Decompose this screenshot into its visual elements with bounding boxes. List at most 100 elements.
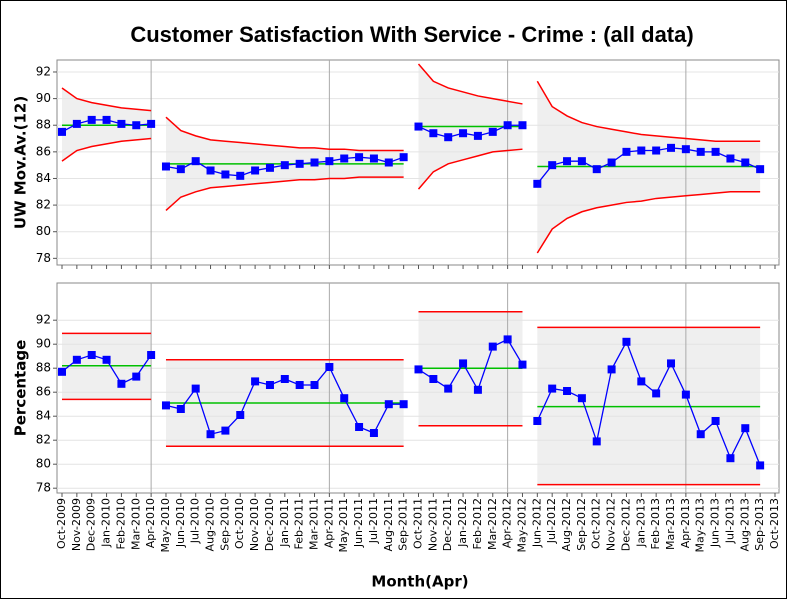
x-tick-label: Oct-2011	[411, 498, 424, 549]
x-tick-label: Jul-2013	[723, 498, 736, 544]
data-point	[87, 115, 96, 124]
x-tick-label: Apr-2011	[322, 498, 335, 548]
data-point	[325, 157, 334, 166]
data-point	[577, 394, 586, 403]
ucl-line	[417, 63, 523, 105]
data-point	[161, 401, 170, 410]
chart-title: Customer Satisfaction With Service - Cri…	[130, 22, 693, 47]
x-tick-label: Nov-2011	[426, 498, 439, 551]
data-point	[117, 379, 126, 388]
series-line	[536, 147, 761, 185]
y-tick-label: 84	[36, 409, 51, 423]
x-tick-label: Dec-2009	[85, 498, 98, 551]
data-point	[355, 423, 364, 431]
data-point	[444, 384, 453, 393]
data-point	[711, 417, 720, 425]
data-point	[756, 461, 765, 470]
data-point	[667, 359, 676, 368]
data-point	[399, 153, 408, 162]
x-tick-label: Jul-2010	[189, 498, 202, 544]
data-point	[72, 119, 81, 128]
data-point	[741, 158, 750, 167]
y-tick-label: 80	[36, 457, 51, 471]
data-point	[58, 367, 66, 376]
x-tick-label: Mar-2011	[308, 498, 321, 550]
data-point	[652, 146, 661, 155]
x-tick-label: Oct-2013	[768, 498, 781, 549]
x-tick-label: Mar-2013	[664, 498, 677, 550]
x-tick-label: Apr-2013	[679, 498, 692, 548]
data-point	[295, 381, 304, 389]
x-tick-label: Jan-2011	[278, 498, 291, 548]
x-tick-label: Nov-2012	[605, 498, 618, 551]
y-axis-title: UW Mov.Av.(12)	[12, 96, 30, 229]
data-point	[340, 154, 349, 163]
data-point	[577, 157, 586, 166]
y-tick-label: 78	[36, 481, 51, 495]
data-point	[459, 359, 468, 368]
data-point	[637, 146, 646, 155]
x-tick-label: Jan-2012	[456, 498, 469, 548]
y-tick-label: 90	[36, 91, 51, 105]
x-tick-label: May-2013	[694, 498, 707, 553]
data-point	[726, 154, 735, 163]
data-point	[533, 179, 542, 188]
data-point	[132, 121, 141, 130]
x-tick-label: May-2011	[337, 498, 350, 553]
data-point	[399, 400, 408, 409]
data-point	[414, 122, 423, 131]
x-tick-label: Jan-2010	[100, 498, 113, 548]
lcl-line	[61, 137, 152, 162]
data-point	[607, 158, 616, 167]
data-point	[488, 127, 497, 136]
data-point	[533, 417, 542, 425]
data-point	[236, 171, 245, 180]
x-tick-label: May-2012	[515, 498, 528, 553]
x-tick-label: Oct-2010	[233, 498, 246, 549]
data-point	[161, 162, 170, 171]
data-point	[741, 424, 750, 433]
data-point	[473, 385, 482, 394]
x-tick-label: Feb-2012	[471, 498, 484, 549]
data-point	[503, 335, 512, 344]
data-point	[726, 454, 735, 463]
data-point	[355, 153, 364, 162]
x-tick-label: Sep-2012	[575, 498, 588, 551]
data-point	[444, 133, 453, 142]
data-point	[563, 387, 572, 395]
data-point	[518, 121, 527, 130]
data-point	[221, 170, 230, 179]
x-tick-label: Feb-2013	[649, 498, 662, 549]
data-point	[147, 119, 156, 128]
x-tick-label: Sep-2013	[753, 498, 766, 551]
data-point	[176, 405, 185, 413]
ucl-line	[165, 116, 404, 152]
x-tick-label: Jun-2013	[709, 498, 722, 548]
data-point	[637, 377, 646, 386]
data-point	[384, 400, 393, 409]
y-tick-label: 86	[36, 144, 51, 158]
data-point	[563, 157, 572, 166]
data-point	[147, 351, 156, 359]
x-axis-title: Month(Apr)	[371, 573, 468, 591]
data-point	[191, 157, 200, 166]
data-point	[72, 355, 81, 364]
data-point	[622, 337, 631, 346]
data-point	[280, 375, 289, 383]
data-point	[280, 161, 289, 170]
x-tick-label: Jul-2012	[545, 498, 558, 544]
data-point	[696, 430, 705, 439]
data-point	[667, 143, 676, 152]
lcl-line	[165, 176, 404, 211]
x-tick-label: Jan-2013	[634, 498, 647, 548]
data-point	[310, 158, 319, 167]
y-tick-label: 82	[36, 198, 51, 212]
x-tick-label: Sep-2010	[218, 498, 231, 551]
ucl-line	[536, 80, 761, 142]
x-tick-label: Aug-2012	[560, 498, 573, 551]
data-point	[548, 161, 557, 170]
data-point	[429, 129, 438, 138]
data-point	[518, 360, 527, 369]
y-tick-label: 92	[36, 313, 51, 327]
